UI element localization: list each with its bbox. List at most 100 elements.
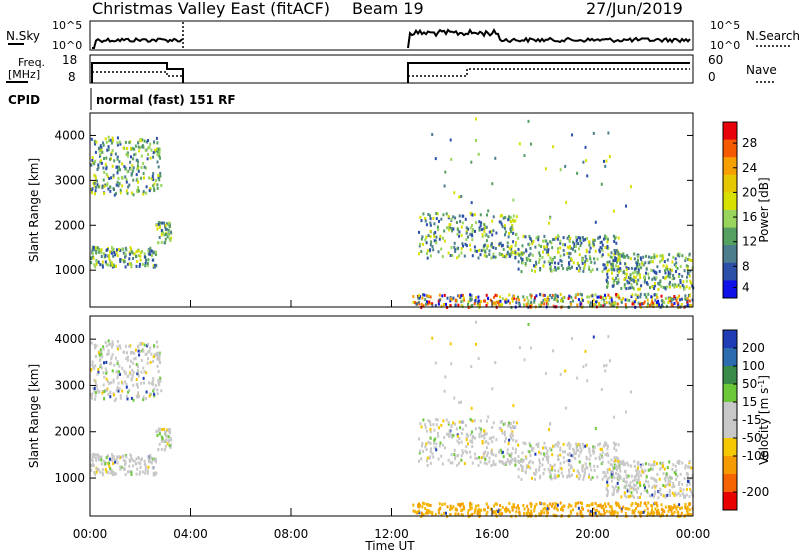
power-echo xyxy=(577,292,579,296)
power-echo xyxy=(562,236,565,240)
power-echo xyxy=(137,254,140,257)
power-echo xyxy=(517,260,520,264)
velocity-echo xyxy=(137,461,140,465)
velocity-echo xyxy=(582,445,585,449)
velocity-echo xyxy=(440,454,443,458)
velocity-echo xyxy=(597,443,600,447)
velocity-echo xyxy=(498,512,501,515)
power-echo xyxy=(462,214,465,218)
velocity-echo xyxy=(124,454,127,457)
power-echo xyxy=(149,187,152,191)
power-echo xyxy=(670,300,673,304)
velocity-echo xyxy=(547,467,550,471)
power-echo xyxy=(110,153,113,157)
velocity-echo xyxy=(674,491,677,495)
colorbar-tick-label: 16 xyxy=(742,210,757,224)
colorbar-tick-label: 20 xyxy=(742,185,757,199)
power-echo xyxy=(614,251,617,255)
power-echo xyxy=(637,255,639,259)
velocity-echo xyxy=(575,442,578,446)
power-echo xyxy=(535,262,538,266)
power-echo xyxy=(676,301,679,305)
velocity-echo xyxy=(525,511,528,515)
velocity-echo xyxy=(492,459,495,463)
velocity-echo xyxy=(435,442,438,446)
velocity-echo xyxy=(106,380,109,383)
power-echo xyxy=(469,243,471,247)
power-echo xyxy=(650,302,653,306)
velocity-echo xyxy=(136,368,139,372)
cpid-label: CPID xyxy=(8,93,40,107)
velocity-echo xyxy=(471,461,474,465)
velocity-echo xyxy=(596,504,599,508)
power-echo xyxy=(454,299,457,303)
velocity-echo xyxy=(469,439,472,443)
power-echo xyxy=(589,257,592,261)
power-echo xyxy=(593,261,596,265)
power-echo xyxy=(534,269,536,273)
power-echo xyxy=(530,296,533,300)
power-echo xyxy=(646,281,648,285)
velocity-echo xyxy=(591,449,594,453)
velocity-echo xyxy=(611,513,614,516)
velocity-echo xyxy=(515,448,517,452)
power-echo xyxy=(603,237,605,241)
velocity-echo xyxy=(524,442,527,446)
velocity-echo xyxy=(429,455,432,459)
velocity-echo xyxy=(577,442,580,446)
ytick-label: 2000 xyxy=(54,218,85,232)
velocity-echo xyxy=(491,440,494,444)
velocity-echo xyxy=(606,471,609,475)
velocity-echo xyxy=(119,465,122,469)
velocity-echo xyxy=(528,450,531,454)
velocity-echo xyxy=(488,456,491,460)
power-echo xyxy=(579,239,582,243)
power-echo xyxy=(512,219,515,223)
velocity-echo xyxy=(437,434,440,438)
power-echo xyxy=(611,256,614,260)
velocity-echo xyxy=(124,460,127,463)
velocity-echo xyxy=(562,442,565,446)
velocity-echo xyxy=(483,451,486,455)
power-echo xyxy=(111,149,114,152)
power-echo xyxy=(153,148,156,152)
power-echo xyxy=(450,227,453,230)
velocity-echo xyxy=(126,397,129,401)
velocity-echo xyxy=(112,378,115,382)
velocity-echo xyxy=(116,455,118,459)
velocity-echo xyxy=(94,355,97,358)
velocity-echo xyxy=(112,380,115,384)
velocity-echo xyxy=(109,342,112,346)
velocity-echo xyxy=(153,471,156,475)
velocity-echo xyxy=(623,494,626,497)
velocity-echo xyxy=(120,465,123,469)
velocity-echo xyxy=(615,501,618,505)
velocity-echo xyxy=(469,507,472,511)
velocity-echo xyxy=(594,511,597,515)
power-echo xyxy=(480,249,483,253)
velocity-echo xyxy=(512,438,515,442)
power-echo xyxy=(471,303,474,307)
power-echo xyxy=(648,276,650,280)
velocity-echo xyxy=(438,426,440,430)
power-echo xyxy=(92,181,95,185)
power-echo xyxy=(148,251,151,255)
velocity-echo xyxy=(108,457,111,461)
power-echo xyxy=(688,294,691,298)
velocity-echo xyxy=(153,473,156,477)
velocity-echo xyxy=(509,462,512,466)
velocity-echo xyxy=(443,502,446,506)
power-echo xyxy=(639,287,641,291)
velocity-echo xyxy=(141,349,144,353)
velocity-echo xyxy=(567,505,570,509)
velocity-echo xyxy=(93,389,96,393)
velocity-echo xyxy=(662,472,665,476)
velocity-echo xyxy=(606,453,609,457)
power-echo xyxy=(549,240,552,244)
velocity-echo xyxy=(612,415,615,419)
power-echo xyxy=(438,237,441,241)
power-echo xyxy=(579,266,582,270)
power-echo xyxy=(104,260,107,264)
power-echo xyxy=(561,299,564,303)
power-echo xyxy=(100,255,103,258)
